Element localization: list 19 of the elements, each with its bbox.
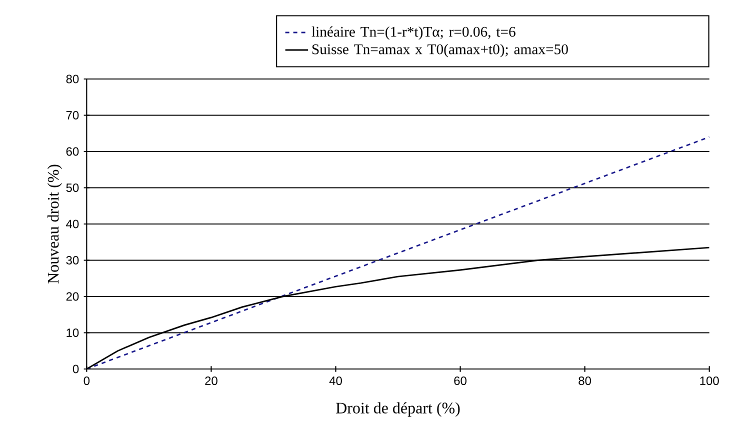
x-tick-label: 40 [329, 376, 342, 386]
y-tick-label: 0 [72, 364, 79, 374]
y-axis-title: Nouveau droit (%) [47, 164, 62, 284]
legend-label: Suisse Tn=amax x T0(amax+t0); amax=50 [312, 44, 568, 58]
y-tick-label: 70 [66, 110, 79, 120]
y-tick-label: 20 [66, 292, 79, 301]
x-axis-title: Droit de départ (%) [336, 402, 460, 417]
legend-label: linéaire Tn=(1-r*t)Tα; r=0.06, t=6 [312, 26, 516, 40]
x-tick-label: 100 [700, 376, 719, 386]
y-tick-label: 60 [66, 147, 79, 156]
y-tick-label: 10 [66, 328, 79, 337]
y-tick-label: 80 [66, 74, 79, 84]
y-tick-label: 30 [66, 256, 79, 264]
x-tick-label: 80 [578, 376, 592, 386]
y-tick-label: 50 [66, 183, 79, 192]
y-tick-label: 40 [66, 220, 79, 228]
x-tick-label: 60 [454, 376, 466, 386]
x-tick-label: 20 [205, 376, 218, 386]
x-tick-label: 0 [84, 376, 90, 386]
